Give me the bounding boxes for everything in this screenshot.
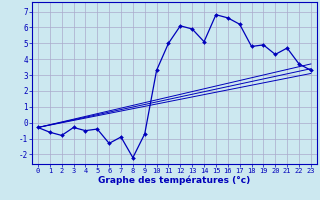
X-axis label: Graphe des températures (°c): Graphe des températures (°c) [98, 176, 251, 185]
